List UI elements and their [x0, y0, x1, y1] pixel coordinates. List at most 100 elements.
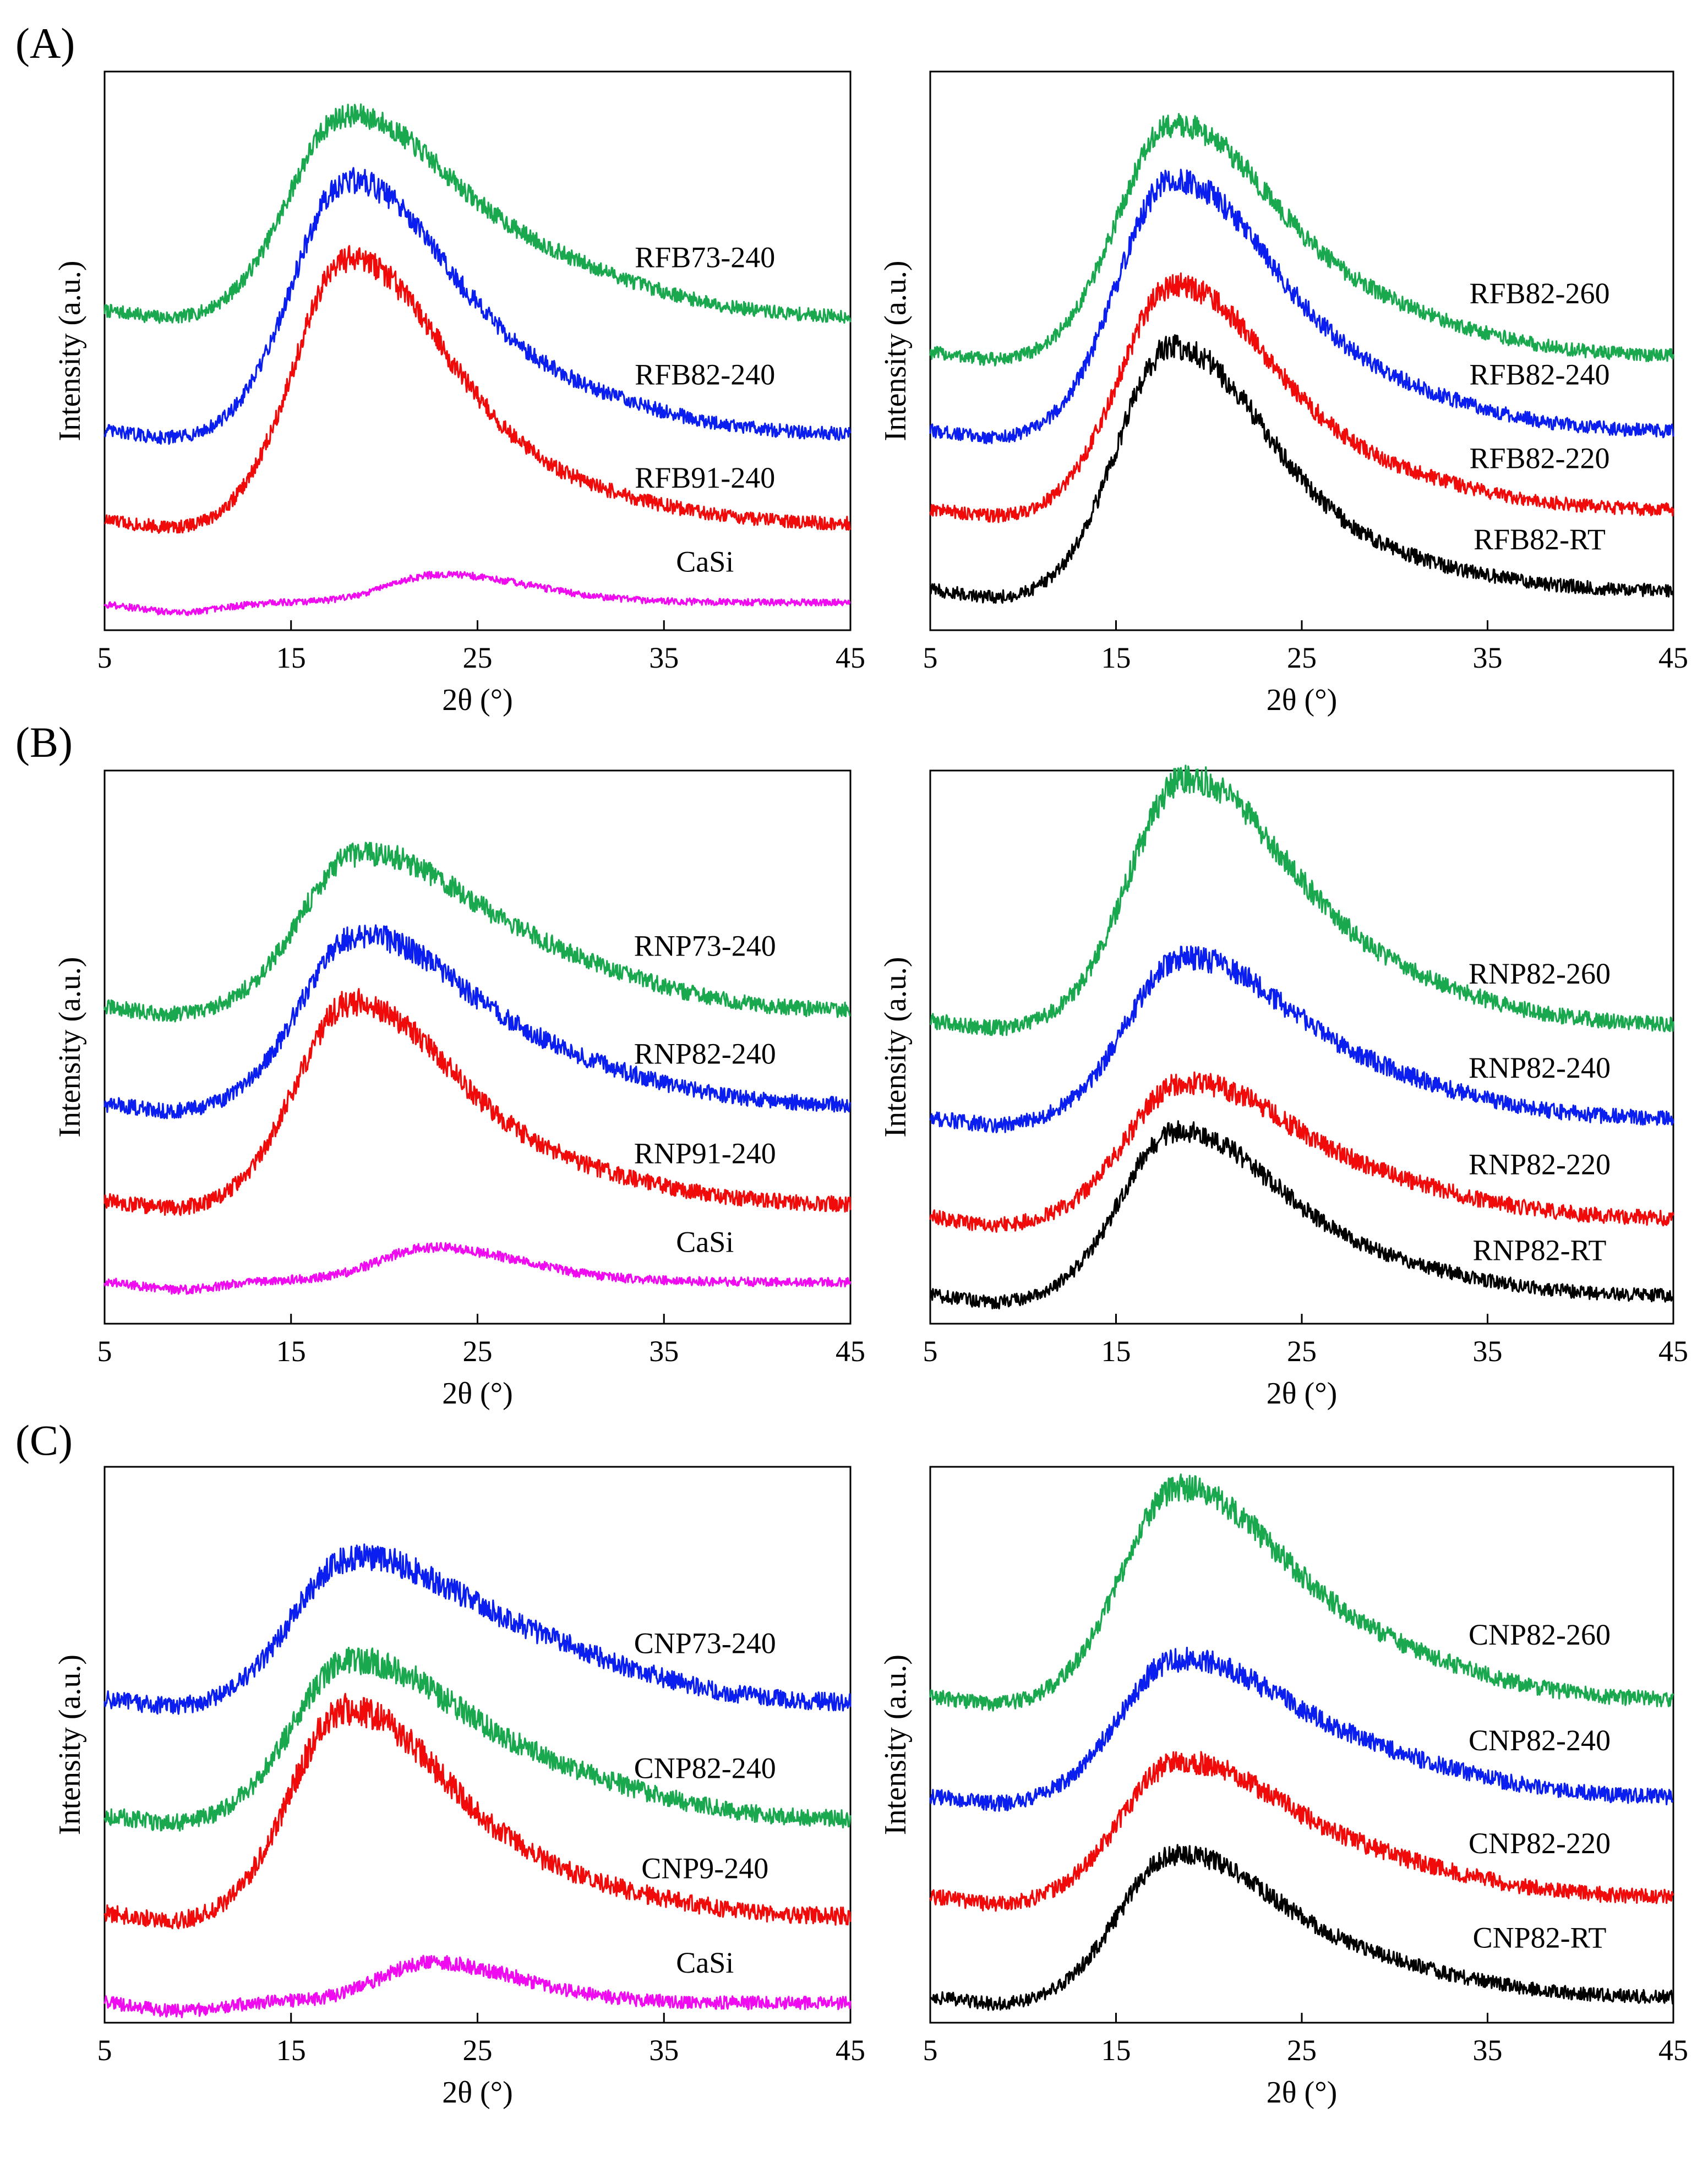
series-label: RNP82-240	[634, 1037, 776, 1071]
x-axis-title: 2θ (°)	[442, 683, 513, 717]
row-label-b: (B)	[15, 718, 73, 766]
series-label: RNP82-260	[1469, 957, 1611, 990]
series-label: CaSi	[676, 545, 734, 578]
series-line	[929, 334, 1674, 604]
series-label: CNP82-240	[1469, 1724, 1611, 1757]
series-line	[103, 1543, 852, 1715]
series-line	[103, 988, 852, 1216]
x-tick-label: 15	[276, 2034, 306, 2067]
x-tick-label: 5	[923, 1335, 938, 1368]
x-tick-label: 25	[1287, 641, 1317, 674]
series-line	[103, 103, 852, 324]
series-line	[929, 1473, 1674, 1712]
panels-group: 5 15 25 35 45 2θ (°) Intensity (a.u.) RFB73-240…	[53, 70, 1688, 2110]
x-tick-label: 5	[97, 641, 112, 674]
series-label: CNP82-260	[1469, 1618, 1611, 1651]
x-tick-label: 25	[1287, 1335, 1317, 1368]
series-line	[103, 1692, 852, 1930]
chart-panel-3: 5 15 25 35 45 2θ (°) Intensity (a.u.) RNP73-240…	[53, 769, 865, 1411]
series-line	[103, 924, 852, 1120]
x-tick-label: 25	[463, 1335, 493, 1368]
y-axis-title: Intensity (a.u.)	[53, 957, 87, 1137]
x-axis-title: 2θ (°)	[442, 1377, 513, 1411]
series-label: CaSi	[676, 1946, 734, 1979]
series-label: RFB82-RT	[1474, 523, 1606, 556]
series-label: RFB82-220	[1469, 442, 1609, 475]
x-tick-label: 25	[463, 2034, 493, 2067]
series-label: CaSi	[676, 1225, 734, 1258]
x-tick-label: 45	[836, 2034, 865, 2067]
x-axis-title: 2θ (°)	[1267, 683, 1338, 717]
series-line	[929, 1751, 1674, 1912]
plot-frame	[103, 1466, 852, 2024]
series-line	[104, 245, 852, 534]
series-line	[929, 113, 1674, 367]
row-label-a: (A)	[15, 19, 75, 67]
series-line	[103, 1647, 852, 1832]
series-line	[103, 842, 851, 1023]
x-tick-label: 45	[1658, 2034, 1688, 2067]
x-axis-title: 2θ (°)	[442, 2076, 513, 2110]
chart-panel-1: 5 15 25 35 45 2θ (°) Intensity (a.u.) RFB73-240…	[53, 70, 865, 717]
x-tick-label: 5	[923, 2034, 938, 2067]
series-line	[929, 945, 1674, 1133]
x-tick-label: 35	[649, 1335, 679, 1368]
chart-panel-6: 5 15 25 35 45 2θ (°) Intensity (a.u.) CNP82-260…	[878, 1466, 1688, 2110]
x-tick-label: 35	[1473, 2034, 1503, 2067]
x-tick-label: 15	[1101, 2034, 1131, 2067]
x-tick-label: 25	[463, 641, 493, 674]
x-tick-label: 35	[649, 2034, 679, 2067]
series-label: CNP9-240	[641, 1852, 768, 1885]
series-label: RNP73-240	[634, 930, 776, 963]
series-line	[929, 168, 1674, 445]
series-line	[103, 1242, 852, 1295]
x-tick-label: 15	[1101, 1335, 1131, 1368]
x-tick-label: 45	[836, 1335, 865, 1368]
y-axis-title: Intensity (a.u.)	[53, 1654, 87, 1835]
series-line	[103, 570, 851, 616]
series-label: RNP82-240	[1469, 1051, 1611, 1084]
x-tick-label: 5	[97, 1335, 112, 1368]
series-label: RNP82-RT	[1473, 1233, 1607, 1266]
series-line	[103, 167, 852, 445]
x-tick-label: 45	[836, 641, 865, 674]
series-label: CNP73-240	[634, 1626, 776, 1659]
series-label: RFB91-240	[635, 461, 775, 494]
x-tick-label: 15	[1101, 641, 1131, 674]
series-label: RFB82-240	[1469, 358, 1609, 391]
x-tick-label: 5	[923, 641, 938, 674]
series-label: RFB82-260	[1469, 277, 1609, 310]
series-label: RNP82-220	[1469, 1148, 1611, 1181]
x-tick-label: 35	[1473, 641, 1503, 674]
series-label: RFB82-240	[635, 358, 775, 391]
x-tick-label: 35	[1473, 1335, 1503, 1368]
series-line	[930, 1844, 1674, 2011]
x-tick-label: 45	[1658, 1335, 1688, 1368]
x-tick-label: 35	[649, 641, 679, 674]
x-tick-label: 5	[97, 2034, 112, 2067]
chart-panel-5: 5 15 25 35 45 2θ (°) Intensity (a.u.) CNP73-240…	[53, 1466, 865, 2110]
series-line	[929, 1120, 1674, 1309]
chart-panel-4: 5 15 25 35 45 2θ (°) Intensity (a.u.) RNP82-260…	[878, 764, 1688, 1411]
series-label: CNP82-220	[1469, 1827, 1611, 1860]
series-label: CNP82-240	[634, 1752, 776, 1785]
series-line	[929, 272, 1674, 523]
series-label: RFB73-240	[635, 241, 775, 274]
series-label: RNP91-240	[634, 1137, 776, 1170]
chart-panel-2: 5 15 25 35 45 2θ (°) Intensity (a.u.) RFB82-260…	[878, 70, 1688, 717]
y-axis-title: Intensity (a.u.)	[878, 260, 913, 441]
plot-frame	[103, 70, 852, 631]
series-label: CNP82-RT	[1473, 1921, 1607, 1954]
series-line	[929, 1646, 1674, 1812]
x-tick-label: 15	[276, 641, 306, 674]
y-axis-title: Intensity (a.u.)	[878, 1654, 913, 1835]
row-label-c: (C)	[15, 1416, 73, 1464]
series-line	[929, 1071, 1674, 1233]
series-line	[103, 1954, 852, 2018]
x-axis-title: 2θ (°)	[1267, 1377, 1338, 1411]
x-axis-title: 2θ (°)	[1267, 2076, 1338, 2110]
y-axis-title: Intensity (a.u.)	[878, 957, 913, 1137]
series-line	[929, 764, 1674, 1036]
y-axis-title: Intensity (a.u.)	[53, 260, 87, 441]
